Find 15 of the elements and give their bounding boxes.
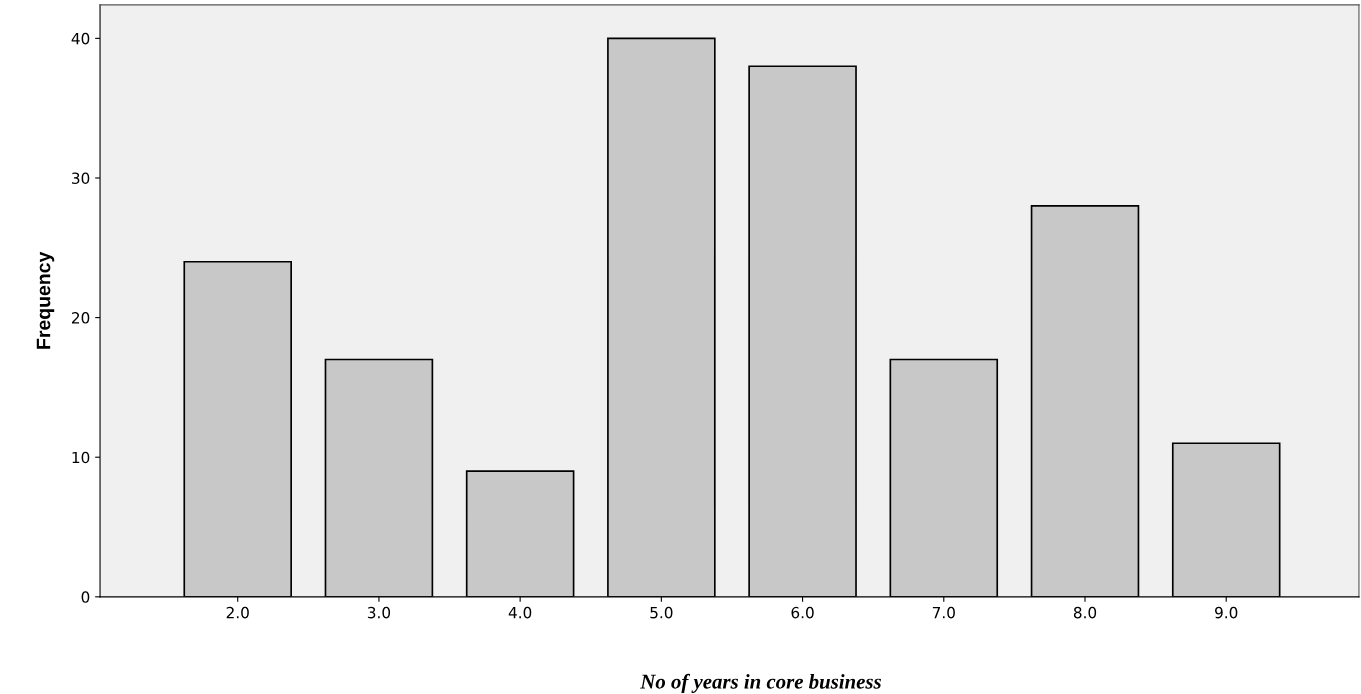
x-tick-label: 5.0	[650, 606, 673, 619]
y-tick-label: 20	[71, 312, 90, 324]
x-tick-label: 2.0	[226, 606, 249, 619]
y-tick-label: 10	[72, 451, 90, 464]
x-tick-label: 9.0	[1215, 606, 1238, 619]
x-tick-label: 7.0	[932, 606, 955, 619]
y-tick-label: 30	[72, 172, 90, 185]
y-axis-title: Frequency	[36, 251, 55, 349]
x-tick-label: 4.0	[508, 606, 532, 619]
x-tick-label: 6.0	[791, 606, 814, 619]
y-tick-label: 40	[71, 32, 90, 45]
x-tick-label: 8.0	[1073, 606, 1097, 619]
y-tick-label: 0	[81, 591, 90, 603]
x-tick-label: 3.0	[367, 606, 391, 619]
x-axis-title: No of years in core business	[640, 673, 881, 693]
